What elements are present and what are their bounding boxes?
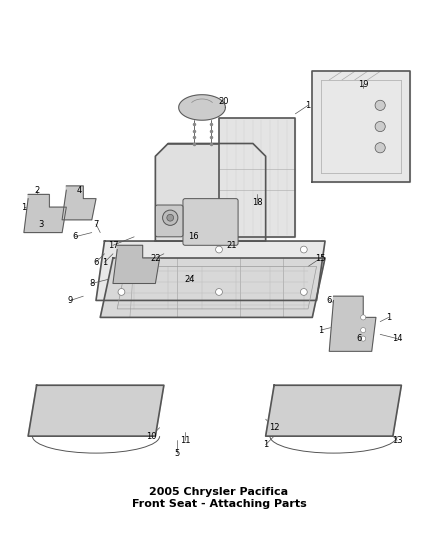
Text: 14: 14 bbox=[392, 334, 403, 343]
Text: 22: 22 bbox=[150, 254, 161, 263]
Text: 10: 10 bbox=[146, 432, 156, 441]
FancyBboxPatch shape bbox=[155, 205, 183, 237]
Circle shape bbox=[162, 210, 178, 225]
Circle shape bbox=[118, 246, 125, 253]
Polygon shape bbox=[266, 385, 401, 436]
Text: 13: 13 bbox=[392, 436, 403, 445]
Text: 2005 Chrysler Pacifica
Front Seat - Attaching Parts: 2005 Chrysler Pacifica Front Seat - Atta… bbox=[132, 487, 306, 508]
Circle shape bbox=[215, 288, 223, 295]
Text: 1: 1 bbox=[386, 313, 391, 322]
Text: 6: 6 bbox=[356, 334, 362, 343]
Polygon shape bbox=[329, 296, 376, 351]
Text: 6: 6 bbox=[327, 296, 332, 305]
Circle shape bbox=[375, 100, 385, 110]
Polygon shape bbox=[100, 258, 325, 317]
Polygon shape bbox=[155, 143, 266, 241]
Text: 20: 20 bbox=[218, 96, 229, 106]
Text: 1: 1 bbox=[318, 326, 323, 335]
Polygon shape bbox=[219, 118, 295, 237]
Circle shape bbox=[167, 214, 173, 221]
Text: 17: 17 bbox=[108, 241, 118, 250]
Text: 15: 15 bbox=[315, 254, 326, 263]
Circle shape bbox=[375, 122, 385, 132]
Polygon shape bbox=[312, 71, 410, 182]
Text: 1: 1 bbox=[21, 203, 27, 212]
Polygon shape bbox=[179, 95, 226, 120]
Text: 7: 7 bbox=[93, 220, 99, 229]
Text: 1: 1 bbox=[305, 101, 311, 110]
Circle shape bbox=[118, 288, 125, 295]
Text: 2: 2 bbox=[34, 185, 39, 195]
Text: 16: 16 bbox=[188, 232, 199, 241]
Polygon shape bbox=[96, 241, 325, 301]
Circle shape bbox=[360, 328, 366, 333]
Text: 5: 5 bbox=[174, 449, 179, 458]
Text: 6: 6 bbox=[93, 258, 99, 266]
Circle shape bbox=[300, 288, 307, 295]
Text: 18: 18 bbox=[252, 198, 262, 207]
Text: 1: 1 bbox=[263, 440, 268, 449]
Polygon shape bbox=[62, 186, 96, 220]
Polygon shape bbox=[113, 245, 159, 284]
FancyBboxPatch shape bbox=[183, 199, 238, 245]
Text: 19: 19 bbox=[358, 79, 368, 88]
Text: 24: 24 bbox=[184, 274, 194, 284]
Circle shape bbox=[215, 246, 223, 253]
Text: 1: 1 bbox=[102, 258, 107, 266]
Polygon shape bbox=[28, 385, 164, 436]
Circle shape bbox=[300, 246, 307, 253]
Text: 21: 21 bbox=[226, 241, 237, 250]
Text: 9: 9 bbox=[68, 296, 73, 305]
Text: 6: 6 bbox=[72, 232, 78, 241]
Polygon shape bbox=[24, 195, 66, 232]
Text: 4: 4 bbox=[76, 185, 81, 195]
Circle shape bbox=[360, 336, 366, 341]
Circle shape bbox=[375, 143, 385, 153]
Text: 3: 3 bbox=[38, 220, 43, 229]
Circle shape bbox=[360, 315, 366, 320]
Text: 12: 12 bbox=[269, 423, 279, 432]
Text: 11: 11 bbox=[180, 436, 191, 445]
Text: 8: 8 bbox=[89, 279, 95, 288]
